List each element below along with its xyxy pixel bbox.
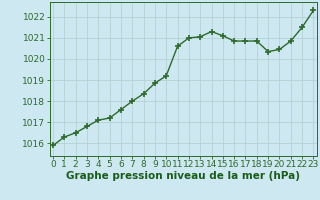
X-axis label: Graphe pression niveau de la mer (hPa): Graphe pression niveau de la mer (hPa) xyxy=(66,171,300,181)
